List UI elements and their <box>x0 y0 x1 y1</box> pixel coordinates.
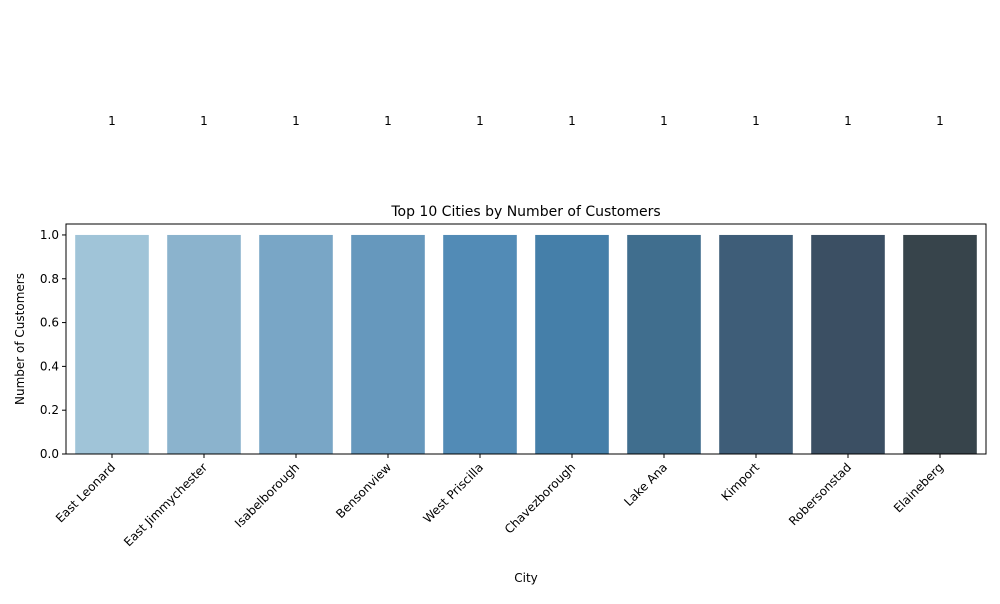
x-tick-label: Bensonview <box>333 460 394 521</box>
data-label: 1 <box>844 114 852 128</box>
data-label: 1 <box>660 114 668 128</box>
x-tick-label: Lake Ana <box>621 460 670 509</box>
y-tick-label: 0.6 <box>40 316 59 330</box>
y-tick-label: 0.0 <box>40 447 59 461</box>
x-tick-label: Robersonstad <box>786 460 854 528</box>
data-labels: 1 1 1 1 1 1 1 1 1 1 <box>108 114 944 128</box>
bars <box>75 234 977 454</box>
bar <box>443 234 517 454</box>
data-label: 1 <box>292 114 300 128</box>
x-tick-label: East Leonard <box>53 460 118 525</box>
y-axis: 0.0 0.2 0.4 0.6 0.8 1.0 <box>40 228 66 461</box>
bar <box>627 234 701 454</box>
y-axis-label: Number of Customers <box>13 273 27 405</box>
data-label: 1 <box>108 114 116 128</box>
x-axis: East Leonard East Jimmychester Isabelborou… <box>53 454 946 549</box>
x-tick-label: Isabelborough <box>232 460 302 530</box>
y-tick-label: 0.8 <box>40 272 59 286</box>
data-label: 1 <box>936 114 944 128</box>
plot-frame <box>65 223 987 455</box>
x-tick-label: Elaineberg <box>891 460 946 515</box>
bar <box>259 234 333 454</box>
y-tick-label: 0.2 <box>40 403 59 417</box>
bar <box>535 234 609 454</box>
bar <box>351 234 425 454</box>
bar <box>811 234 885 454</box>
y-tick-label: 1.0 <box>40 228 59 242</box>
chart-title: Top 10 Cities by Number of Customers <box>390 204 660 220</box>
bar <box>903 234 977 454</box>
x-axis-label: City <box>514 571 538 585</box>
data-label: 1 <box>752 114 760 128</box>
x-tick-label: Kimport <box>719 460 763 504</box>
bar <box>167 234 241 454</box>
bar <box>719 234 793 454</box>
x-tick-label: West Priscilla <box>420 460 486 526</box>
y-tick-label: 0.4 <box>40 359 59 373</box>
data-label: 1 <box>476 114 484 128</box>
x-tick-label: East Jimmychester <box>121 460 210 549</box>
data-label: 1 <box>384 114 392 128</box>
bar <box>75 234 149 454</box>
data-label: 1 <box>200 114 208 128</box>
x-tick-label: Chavezborough <box>502 460 578 536</box>
data-label: 1 <box>568 114 576 128</box>
